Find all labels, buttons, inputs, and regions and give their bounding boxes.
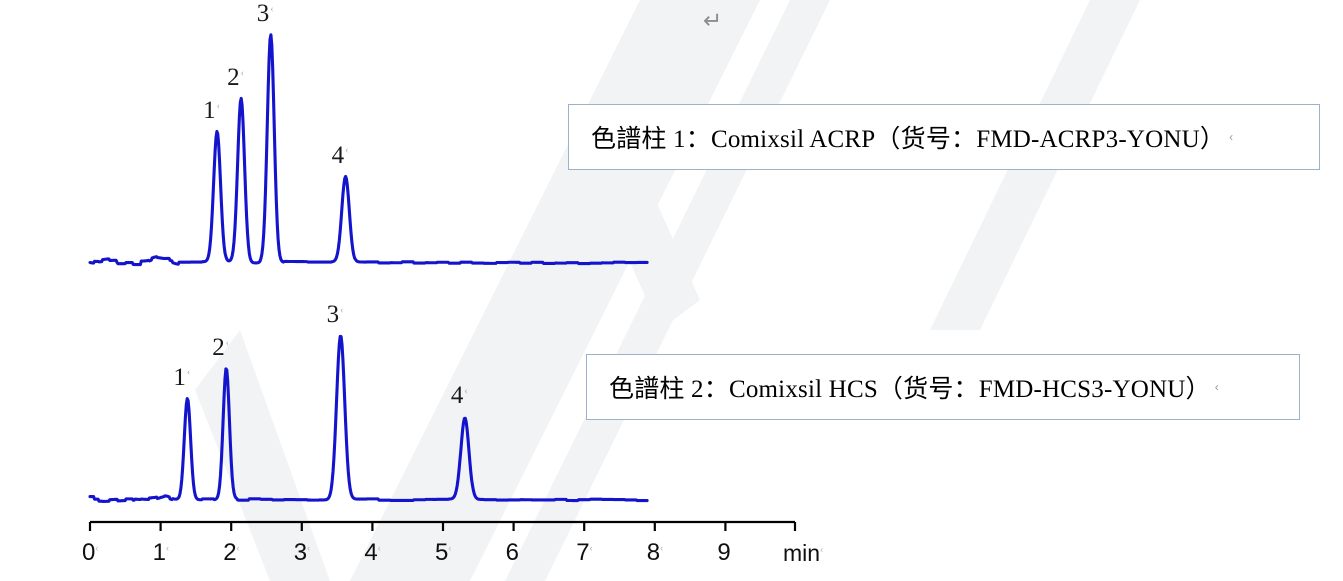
peak-label-edit-mark: ‹ [225, 337, 230, 349]
x-axis-tick-label-2: 2‹ [223, 539, 239, 567]
x-axis-tick-edit-mark: ‹ [589, 543, 593, 553]
x-axis-tick-label-text: 2 [223, 539, 237, 566]
peak-label-text: 2 [212, 334, 225, 362]
paragraph-return-icon: ↵ [703, 8, 723, 34]
peak-label-text: 2 [227, 64, 240, 92]
peak-label-text: 4 [450, 382, 464, 410]
peak-label-edit-mark: ‹ [345, 145, 349, 157]
x-axis-tick-label-text: 6 [505, 539, 519, 566]
x-axis-tick-label-8: 8‹ [647, 539, 663, 567]
peak-label-2-4: 4‹ [451, 383, 468, 408]
x-axis-unit-text: min [783, 540, 821, 566]
x-axis-tick-edit-mark: ‹ [236, 543, 240, 553]
peak-label-1-3: 3‹ [257, 1, 274, 26]
x-axis-tick-label-text: 5 [435, 539, 449, 566]
x-axis-tick-label-text: 3 [293, 539, 308, 566]
trace-line-column-1 [88, 33, 649, 267]
x-axis-tick-edit-mark: ‹ [165, 543, 169, 553]
peak-label-text: 1 [203, 97, 216, 124]
x-axis-tick-label-text: 8 [646, 539, 661, 566]
peak-label-2-1: 1‹ [173, 365, 190, 390]
x-axis-tick-edit-mark: ‹ [307, 543, 311, 553]
x-axis-tick-label-text: 9 [717, 539, 731, 566]
chromatogram-trace-column-1 [88, 33, 649, 267]
x-axis-tick-label-7: 7‹ [576, 539, 592, 567]
peak-label-text: 1 [173, 363, 186, 391]
x-axis-tick-edit-mark: ‹ [95, 543, 99, 553]
x-axis [88, 520, 797, 531]
x-axis-unit-label: min‹ [783, 540, 823, 567]
textbox-column-2-text: 色譜柱 2：Comixsil HCS（货号：FMD-HCS3-YONU） [609, 376, 1211, 403]
x-axis-tick-label-6: 6 [506, 539, 519, 567]
peak-label-1-1: 1‹ [203, 98, 220, 123]
peak-label-edit-mark: ‹ [186, 367, 191, 379]
peak-label-text: 3 [326, 300, 340, 328]
x-axis-tick-label-4: 4‹ [364, 539, 380, 567]
textbox-column-1-text: 色譜柱 1：Comixsil ACRP（货号：FMD-ACRP3-YONU） [591, 126, 1226, 153]
peak-label-edit-mark: ‹ [464, 386, 468, 398]
x-axis-tick-label-3: 3‹ [294, 539, 310, 567]
peak-label-1-2: 2‹ [227, 65, 244, 90]
chromatogram-trace-column-2 [88, 334, 649, 503]
x-axis-tick-label-text: 7 [576, 539, 590, 566]
textbox-column-2-edit-mark: ‹ [1214, 380, 1219, 394]
textbox-column-1[interactable]: 色譜柱 1：Comixsil ACRP（货号：FMD-ACRP3-YONU） ‹ [568, 104, 1320, 170]
peak-label-1-4: 4‹ [332, 143, 349, 168]
textbox-column-1-edit-mark: ‹ [1229, 130, 1234, 144]
peak-label-edit-mark: ‹ [270, 3, 274, 15]
x-axis-tick-label-9: 9 [717, 539, 730, 567]
x-axis-tick-label-1: 1‹ [153, 539, 169, 567]
peak-label-2-3: 3‹ [327, 302, 344, 327]
x-axis-tick-edit-mark: ‹ [448, 543, 452, 553]
trace-line-column-2 [88, 334, 649, 503]
peak-label-2-2: 2‹ [212, 335, 229, 360]
peak-label-text: 3 [256, 0, 270, 28]
x-axis-tick-edit-mark: ‹ [377, 543, 381, 553]
peak-label-text: 4 [331, 141, 345, 169]
x-axis-tick-label-5: 5‹ [435, 539, 451, 567]
x-axis-tick-label-text: 4 [364, 539, 378, 566]
textbox-column-2[interactable]: 色譜柱 2：Comixsil HCS（货号：FMD-HCS3-YONU） ‹ [586, 354, 1300, 420]
x-axis-tick-edit-mark: ‹ [660, 543, 664, 553]
x-axis-tick-label-0: 0‹ [82, 539, 98, 567]
x-axis-tick-label-text: 1 [152, 539, 166, 566]
x-axis-unit-edit-mark: ‹ [820, 544, 824, 555]
x-axis-tick-label-text: 0 [82, 539, 96, 566]
peak-label-edit-mark: ‹ [240, 67, 244, 79]
peak-label-edit-mark: ‹ [340, 304, 344, 316]
peak-label-edit-mark: ‹ [216, 100, 220, 112]
